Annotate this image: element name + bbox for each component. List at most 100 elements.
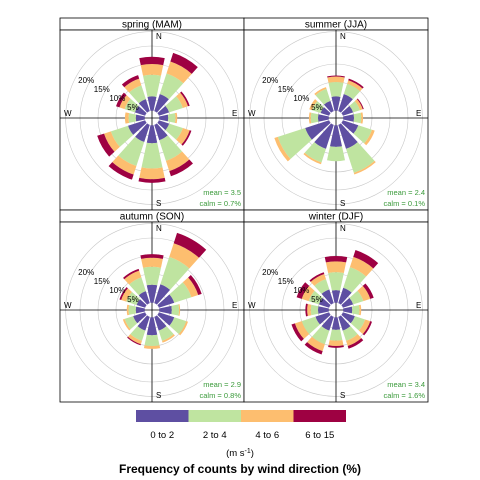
wedge-60-2to4 (169, 282, 192, 303)
panel-plot-area: 5%10%15%20% (60, 222, 244, 402)
wedge-120-0to2 (341, 120, 359, 134)
calm-text: calm = 0.1% (384, 199, 426, 208)
wedge-240-6to15 (291, 323, 304, 342)
wedge-90-2to4 (353, 112, 362, 124)
wedge-270-2to4 (310, 112, 319, 124)
wedge-210-0to2 (314, 123, 334, 149)
dir-label-s: S (156, 199, 161, 208)
wedge-150-2to4 (342, 326, 358, 341)
dir-label-w: W (64, 109, 72, 118)
chart-title: Frequency of counts by wind direction (%… (119, 462, 361, 476)
wedge-30-4to6 (166, 61, 192, 84)
mean-text: mean = 3.5 (203, 188, 241, 197)
wedge-30-2to4 (160, 256, 190, 290)
wedge-240-2to4 (277, 128, 312, 159)
wedge-270-0to2 (135, 306, 145, 314)
wedge-270-6to15 (305, 303, 308, 317)
wedge-240-0to2 (133, 312, 147, 324)
wedge-0-4to6 (327, 76, 345, 83)
wedge-330-2to4 (129, 277, 146, 296)
wedge-300-6to15 (116, 92, 127, 108)
wedge-180-0to2 (330, 125, 342, 147)
wedge-150-0to2 (338, 315, 351, 331)
wedges (119, 232, 207, 349)
wedge-270-4to6 (307, 304, 312, 316)
wedge-210-6to15 (127, 336, 141, 346)
wedge-300-0to2 (320, 107, 331, 116)
wedge-180-4to6 (143, 345, 161, 349)
ring-label: 10% (109, 286, 125, 295)
wedge-210-4to6 (112, 155, 137, 175)
wedge-0-0to2 (331, 96, 341, 111)
wedge-240-2to4 (124, 316, 138, 330)
wedge-150-4to6 (162, 334, 175, 343)
mean-text: mean = 3.4 (387, 380, 425, 389)
wedges (291, 250, 379, 355)
wedge-120-2to4 (165, 123, 183, 140)
wedge-0-2to4 (328, 272, 344, 291)
wedge-30-6to15 (353, 250, 379, 269)
dir-label-e: E (416, 109, 421, 118)
wedge-150-6to15 (347, 338, 364, 349)
wedge-60-2to4 (349, 101, 361, 113)
wedge-210-2to4 (130, 326, 146, 341)
wedge-90-4to6 (358, 304, 362, 316)
wedge-300-0to2 (318, 297, 331, 308)
wedge-150-0to2 (154, 123, 168, 141)
wedge-270-2to4 (128, 113, 137, 123)
wedge-300-2to4 (124, 98, 139, 113)
wedge-270-4to6 (308, 112, 312, 124)
wedge-90-4to6 (178, 304, 181, 316)
wedge-300-2to4 (311, 101, 324, 113)
wedge-180-2to4 (327, 146, 345, 162)
wedge-300-2to4 (126, 291, 140, 305)
wedge-30-2to4 (159, 73, 184, 100)
wedge-0-0to2 (331, 290, 341, 303)
dir-label-s: S (340, 391, 345, 400)
wedge-0-2to4 (328, 81, 344, 97)
wedge-90-2to4 (167, 113, 176, 123)
wedge-150-4to6 (165, 151, 190, 172)
wedge-90-0to2 (343, 306, 353, 314)
wedge-240-4to6 (122, 318, 131, 331)
wedge-30-4to6 (349, 256, 374, 277)
wedge-0-6to15 (327, 75, 345, 78)
wedge-0-4to6 (141, 257, 163, 268)
wedges (97, 52, 198, 183)
legend-label: 2 to 4 (203, 430, 227, 441)
wedge-0-6to15 (139, 56, 165, 66)
wedge-120-4to6 (176, 128, 190, 145)
wedge-180-4to6 (139, 167, 165, 180)
wedge-210-6to15 (304, 342, 323, 355)
legend-swatch-0to2 (136, 410, 189, 422)
wedge-330-4to6 (310, 274, 326, 286)
wedge-210-4to6 (307, 336, 325, 352)
dir-label-s: S (156, 391, 161, 400)
wedge-300-4to6 (119, 95, 131, 110)
wedge-90-2to4 (351, 305, 360, 315)
mean-text: mean = 2.9 (203, 380, 241, 389)
wedge-0-4to6 (140, 63, 164, 76)
wedge-240-0to2 (305, 120, 331, 140)
dir-label-w: W (248, 109, 256, 118)
wedge-270-0to2 (135, 114, 145, 122)
wedge-60-6to15 (180, 91, 190, 107)
wedge-330-6to15 (123, 268, 140, 280)
dir-label-n: N (340, 32, 346, 41)
wedge-210-2to4 (311, 326, 330, 345)
wedge-60-0to2 (157, 105, 170, 116)
wedge-150-2to4 (159, 135, 183, 161)
dir-label-w: W (248, 301, 256, 310)
wedge-240-0to2 (127, 120, 147, 135)
wedge-60-2to4 (165, 96, 183, 113)
wedge-120-0to2 (157, 312, 175, 326)
dir-label-n: N (156, 224, 162, 233)
wedge-270-4to6 (124, 112, 130, 124)
wedge-120-4to6 (364, 129, 375, 146)
wedge-30-6to15 (348, 78, 364, 89)
wedge-30-6to15 (173, 232, 207, 258)
calm-text: calm = 0.8% (200, 391, 242, 400)
wedge-30-0to2 (154, 284, 171, 305)
